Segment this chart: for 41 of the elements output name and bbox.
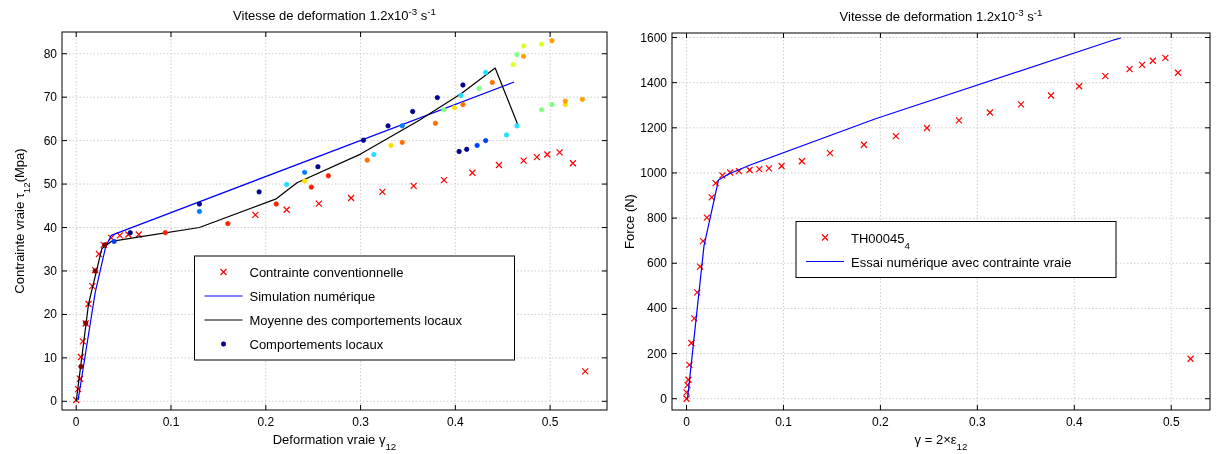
y-tick-label: 0 — [660, 391, 668, 406]
y-axis-title: Force (N) — [622, 194, 637, 249]
x-tick-label: 0.3 — [969, 415, 987, 429]
y-tick-label: 40 — [43, 220, 58, 235]
x-axis-title: γ = 2×ε$_{12}$ — [914, 432, 968, 452]
y-tick-label: 70 — [43, 90, 58, 105]
x-tick-label: 0.4 — [447, 415, 465, 429]
x-tick-label: 0.5 — [1162, 415, 1180, 429]
x-tick-label: 0.2 — [257, 415, 275, 429]
y-tick-label: 20 — [43, 307, 58, 322]
y-tick-label: 200 — [646, 346, 668, 361]
x-tick-label: 0.1 — [162, 415, 180, 429]
y-tick-label: 600 — [646, 256, 668, 271]
y-tick-label: 50 — [43, 177, 58, 192]
legend-label: Comportements locaux — [249, 337, 384, 352]
legend-label: TH00045$_{4}$ — [851, 230, 911, 250]
y-tick-label: 800 — [646, 211, 668, 226]
x-axis-title: Deformation vraie γ$_{12}$ — [272, 432, 397, 452]
x-tick-label: 0.3 — [352, 415, 370, 429]
legend-label: Moyenne des comportements locaux — [249, 313, 463, 328]
y-tick-label: 60 — [43, 133, 58, 148]
y-tick-label: 30 — [43, 263, 58, 278]
y-tick-label: 400 — [646, 301, 668, 316]
y-tick-label: 0 — [50, 394, 58, 409]
chart-title: Vitesse de deformation 1.2x10$^{-3}$ s$^{-1}$ — [233, 5, 436, 23]
x-tick-label: 0.2 — [872, 415, 890, 429]
y-tick-label: 10 — [43, 350, 58, 365]
y-tick-label: 1600 — [640, 30, 668, 45]
y-tick-label: 1400 — [640, 75, 668, 90]
y-tick-label: 1200 — [640, 120, 668, 135]
legend-label: Simulation numérique — [249, 289, 376, 304]
legend-label: Contrainte conventionnelle — [249, 265, 404, 280]
x-tick-label: 0.1 — [775, 415, 793, 429]
x-tick-label: 0.5 — [541, 415, 559, 429]
x-tick-label: 0 — [72, 415, 80, 429]
x-tick-label: 0 — [683, 415, 691, 429]
y-tick-label: 1000 — [640, 165, 668, 180]
legend-label: Essai numérique avec contrainte vraie — [851, 254, 1072, 270]
chart-title: Vitesse de deformation 1.2x10$^{-3}$ s$^{-1}$ — [839, 6, 1043, 24]
y-tick-label: 80 — [43, 46, 58, 61]
x-tick-label: 0.4 — [1065, 415, 1083, 429]
